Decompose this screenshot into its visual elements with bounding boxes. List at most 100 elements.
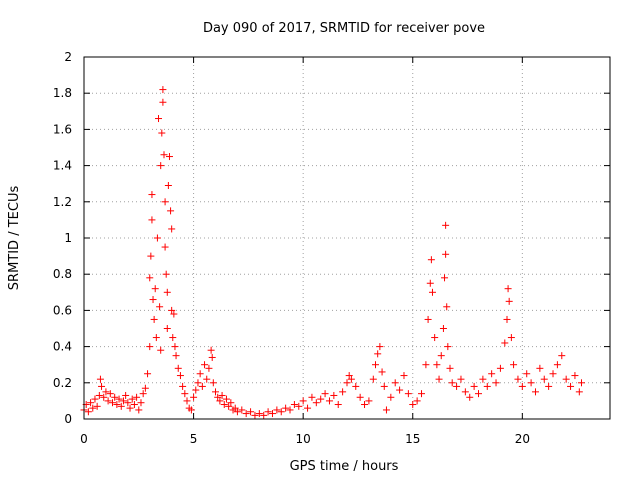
data-point: [492, 379, 500, 387]
y-tick-labels: 0 0.2 0.4 0.6 0.8 1 1.2 1.4 1.6 1.8 2: [53, 50, 72, 426]
data-point: [571, 372, 579, 380]
data-point: [443, 303, 451, 311]
data-point: [181, 390, 189, 398]
data-point: [161, 243, 169, 251]
data-point: [475, 390, 482, 398]
axis-ticks: [83, 56, 610, 420]
y-tick-label: 1.6: [53, 122, 72, 136]
data-point: [164, 182, 172, 190]
data-point: [160, 151, 168, 159]
data-point: [446, 364, 454, 372]
chart-title: Day 090 of 2017, SRMTID for receiver pov…: [203, 21, 485, 36]
data-point: [424, 315, 432, 323]
y-tick-label: 0.8: [53, 267, 72, 281]
data-point: [374, 350, 382, 358]
data-point: [518, 382, 526, 390]
y-axis-label: SRMTID / TECUs: [7, 186, 22, 291]
data-point: [159, 98, 167, 106]
data-point: [238, 406, 246, 414]
data-point: [151, 285, 159, 293]
data-point: [150, 315, 158, 323]
data-point: [133, 393, 141, 401]
data-point: [376, 343, 384, 351]
data-point: [255, 410, 263, 418]
data-point: [371, 361, 379, 369]
data-point: [158, 129, 166, 137]
data-point: [264, 408, 272, 416]
data-point: [227, 399, 235, 407]
data-point: [531, 388, 539, 396]
data-point: [435, 375, 443, 383]
x-tick-label: 15: [405, 432, 420, 446]
data-point: [146, 343, 154, 351]
data-point: [147, 252, 155, 260]
data-point: [442, 250, 450, 258]
data-point: [165, 153, 173, 161]
data-point: [155, 115, 163, 123]
data-point: [461, 388, 469, 396]
data-point: [207, 346, 215, 354]
data-point: [431, 334, 439, 342]
data-point: [157, 162, 165, 170]
data-point: [321, 390, 329, 398]
data-point: [212, 388, 219, 396]
data-point: [106, 390, 114, 398]
data-point: [514, 375, 522, 383]
data-point: [168, 225, 176, 233]
data-point: [317, 395, 325, 403]
data-point: [453, 382, 461, 390]
data-point: [575, 388, 583, 396]
data-point: [442, 221, 450, 229]
data-point: [124, 399, 132, 407]
data-point: [540, 375, 548, 383]
data-point: [161, 198, 169, 206]
y-tick-label: 0: [64, 412, 72, 426]
data-point: [343, 379, 351, 387]
data-point: [345, 372, 353, 380]
data-point: [444, 343, 452, 351]
data-point: [144, 370, 152, 378]
data-point: [496, 364, 504, 372]
data-point: [448, 379, 456, 387]
data-point: [247, 408, 255, 416]
data-point: [102, 388, 110, 396]
data-point: [268, 410, 276, 418]
data-point: [251, 411, 259, 419]
data-point: [391, 379, 399, 387]
data-point: [488, 370, 496, 378]
data-point: [225, 402, 233, 410]
data-point: [84, 408, 92, 416]
data-point: [503, 315, 511, 323]
data-point: [562, 375, 570, 383]
data-point: [95, 391, 103, 399]
data-point: [115, 395, 123, 403]
data-point: [400, 372, 408, 380]
data-points: [80, 86, 586, 419]
data-point: [194, 379, 202, 387]
data-point: [172, 352, 180, 360]
data-point: [192, 386, 200, 394]
data-point: [183, 397, 191, 405]
data-point: [98, 382, 106, 390]
data-point: [387, 393, 395, 401]
data-point: [174, 364, 182, 372]
data-point: [163, 288, 171, 296]
data-point: [286, 406, 294, 414]
data-point: [137, 399, 145, 407]
data-point: [483, 382, 491, 390]
y-tick-label: 1: [64, 231, 72, 245]
data-point: [523, 370, 531, 378]
data-point: [163, 325, 171, 332]
data-point: [146, 274, 154, 282]
data-point: [141, 384, 149, 392]
data-point: [404, 390, 412, 398]
data-point: [203, 375, 211, 383]
data-point: [422, 361, 430, 369]
x-axis-label: GPS time / hours: [290, 459, 399, 474]
data-point: [282, 404, 290, 412]
data-point: [104, 397, 112, 405]
data-point: [209, 379, 217, 387]
data-point: [347, 375, 355, 383]
data-point: [304, 404, 312, 412]
data-point: [365, 397, 373, 405]
